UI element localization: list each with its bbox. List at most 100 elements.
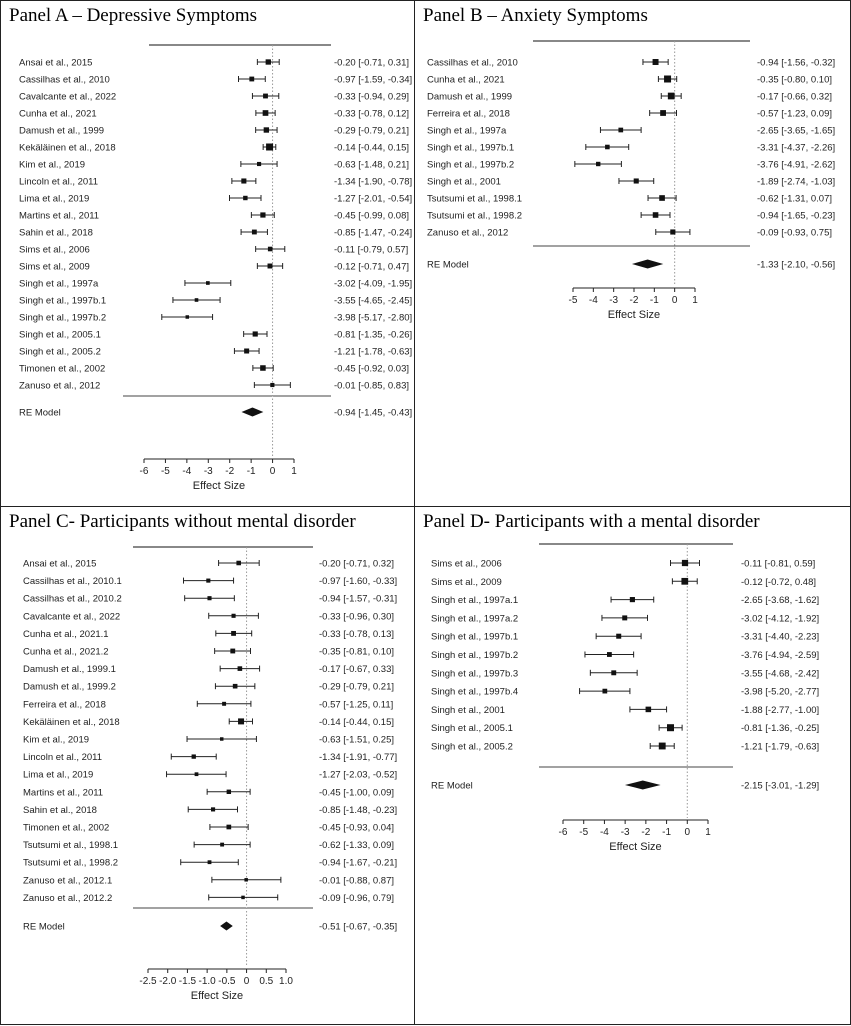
panel-a-point-estimate — [267, 246, 273, 252]
panel-c-study-label: Damush et al., 1999.2 — [23, 682, 116, 693]
panel-c-point-estimate — [230, 648, 236, 654]
panel-d-x-tick-label: -5 — [579, 827, 588, 838]
panel-c-ci-text: -0.97 [-1.60, -0.33] — [319, 576, 397, 587]
panel-c-point-estimate — [210, 807, 216, 812]
panel-c-study-label: Cassilhas et al., 2010.2 — [23, 594, 122, 605]
panel-a-x-axis: -6 -5 -4 -3 -2 -1 0 1 Effect Size — [140, 458, 297, 492]
panel-d-study-row: Singh et al., 1997a.1 -2.65 [-3.68, -1.62… — [431, 595, 819, 606]
panel-b-x-tick-label: 1 — [692, 295, 698, 306]
panel-a-point-estimate — [244, 348, 250, 354]
panel-a-ci-text: -0.45 [-0.92, 0.03] — [334, 364, 409, 375]
panel-c-forest-plot: Ansai et al., 2015 -0.20 [-0.71, 0.32] Cas… — [23, 546, 397, 1002]
panel-b-ci-text: -0.09 [-0.93, 0.75] — [757, 228, 832, 239]
panel-c-study-label: Martins et al., 2011 — [23, 787, 103, 798]
panel-c-study-label: Damush et al., 1999.1 — [23, 664, 116, 675]
panel-a-point-estimate — [260, 365, 266, 371]
panel-c-study-label: Ansai et al., 2015 — [23, 559, 96, 570]
panel-b-ci-text: -0.17 [-0.66, 0.32] — [757, 92, 832, 103]
panel-c-point-estimate — [226, 824, 232, 830]
panel-d-x-tick-label: -1 — [662, 827, 671, 838]
panel-b-study-label: Singh et al., 1997a — [427, 126, 507, 137]
panel-b-x-tick-label: -2 — [630, 295, 639, 306]
panel-a-study-label: Cunha et al., 2021 — [19, 109, 97, 120]
panel-d-x-tick-label: 0 — [685, 827, 691, 838]
panel-b-x-axis: -5 -4 -3 -2 -1 0 1 Effect Size — [569, 287, 698, 321]
panel-b-point-estimate — [660, 110, 666, 116]
panel-d-ci-text: -3.55 [-4.68, -2.42] — [741, 668, 819, 679]
panel-d-study-label: Singh et al., 2005.2 — [431, 742, 513, 753]
panel-a-ci-text: -3.02 [-4.09, -1.95] — [334, 279, 412, 290]
panel-c-point-estimate — [207, 596, 212, 601]
panel-a-study-label: Lima et al., 2019 — [19, 194, 89, 205]
panel-b-ci-text: -0.35 [-0.80, 0.10] — [757, 75, 832, 86]
panel-d-point-estimate — [629, 597, 635, 603]
panel-c-study-row: Sahin et al., 2018 -0.85 [-1.48, -0.23] — [23, 805, 397, 816]
panel-a-x-tick-label: -6 — [140, 466, 149, 477]
panel-b-point-estimate — [652, 59, 659, 65]
panel-a-study-label: Martins et al., 2011 — [19, 211, 99, 222]
panel-c-title: Panel C- Participants without mental dis… — [9, 511, 356, 532]
panel-c-study-row: Zanuso et al., 2012.2 -0.09 [-0.96, 0.79] — [23, 893, 394, 904]
panel-a-ci-text: -0.12 [-0.71, 0.47] — [334, 262, 409, 273]
panel-b-point-estimate — [664, 75, 672, 83]
panel-a-ci-text: -1.27 [-2.01, -0.54] — [334, 194, 412, 205]
panel-a-study-label: Sims et al., 2006 — [19, 245, 90, 256]
panel-b-study-label: Singh et al., 1997b.1 — [427, 143, 514, 154]
panel-c-study-row: Cunha et al., 2021.2 -0.35 [-0.81, 0.10] — [23, 647, 394, 658]
panel-c-study-row: Kekäläinen et al., 2018 -0.14 [-0.44, 0.1… — [23, 717, 394, 728]
panel-d-ci-text: -3.98 [-5.20, -2.77] — [741, 687, 819, 698]
panel-d-re-model-ci-text: -2.15 [-3.01, -1.29] — [741, 781, 819, 792]
panel-a-study-row: Damush et al., 1999 -0.29 [-0.79, 0.21] — [19, 126, 409, 137]
panel-b-study-label: Zanuso et al., 2012 — [427, 228, 508, 239]
panel-a-study-label: Sims et al., 2009 — [19, 262, 90, 273]
panel-a-point-estimate — [263, 93, 268, 99]
panel-c-study-row: Cassilhas et al., 2010.2 -0.94 [-1.57, -0… — [23, 594, 397, 605]
panel-c-study-row: Timonen et al., 2002 -0.45 [-0.93, 0.04] — [23, 823, 394, 834]
panel-c-study-row: Tsutsumi et al., 1998.2 -0.94 [-1.67, -0.… — [23, 858, 397, 869]
panel-d-study-label: Singh et al., 2005.1 — [431, 723, 513, 734]
panel-a-ci-text: -1.34 [-1.90, -0.78] — [334, 177, 412, 188]
panel-d-point-estimate — [616, 633, 622, 639]
panel-d-point-estimate — [611, 670, 617, 676]
panel-b-study-row: Tsutsumi et al., 1998.2 -0.94 [-1.65, -0.… — [427, 211, 835, 222]
panel-a-point-estimate — [267, 263, 273, 269]
panel-a-study-label: Singh et al., 2005.2 — [19, 347, 101, 358]
panel-b-ci-text: -0.57 [-1.23, 0.09] — [757, 109, 832, 120]
panel-c-study-label: Sahin et al., 2018 — [23, 805, 97, 816]
panel-b-re-model-row: RE Model -1.33 [-2.10, -0.56] — [427, 259, 835, 271]
panel-a-study-label: Cavalcante et al., 2022 — [19, 92, 116, 103]
panel-b-x-tick-label: -1 — [650, 295, 659, 306]
panel-c-study-label: Cassilhas et al., 2010.1 — [23, 576, 122, 587]
panel-b-x-tick-label: -3 — [609, 295, 618, 306]
panel-c-study-row: Martins et al., 2011 -0.45 [-1.00, 0.09] — [23, 787, 394, 798]
panel-a-ci-text: -3.55 [-4.65, -2.45] — [334, 296, 412, 307]
panel-d-x-tick-label: 1 — [705, 827, 711, 838]
panel-b-x-tick-label: 0 — [672, 295, 678, 306]
panel-a-point-estimate — [241, 178, 247, 184]
panel-c-study-row: Ferreira et al., 2018 -0.57 [-1.25, 0.11] — [23, 699, 393, 710]
panel-d-point-estimate — [606, 652, 612, 657]
panel-a-point-estimate — [243, 195, 248, 201]
panel-a-point-estimate — [252, 331, 258, 337]
panel-b-forest-plot: Cassilhas et al., 2010 -0.94 [-1.56, -0.3… — [427, 40, 835, 321]
panel-a-x-tick-label: 1 — [291, 466, 297, 477]
panel-a-study-label: Singh et al., 2005.1 — [19, 330, 101, 341]
panel-c-ci-text: -1.34 [-1.91, -0.77] — [319, 752, 397, 763]
panel-c-ci-text: -0.20 [-0.71, 0.32] — [319, 559, 394, 570]
panel-a-re-model-row: RE Model -0.94 [-1.45, -0.43] — [19, 407, 412, 419]
panel-a-study-row: Singh et al., 2005.2 -1.21 [-1.78, -0.63] — [19, 347, 412, 358]
panel-c-study-row: Ansai et al., 2015 -0.20 [-0.71, 0.32] — [23, 559, 394, 570]
panel-c-ci-text: -0.33 [-0.96, 0.30] — [319, 611, 394, 622]
panel-d-x-tick-label: -2 — [641, 827, 650, 838]
panel-d-point-estimate — [681, 577, 689, 585]
panel-a-study-label: Timonen et al., 2002 — [19, 364, 105, 375]
panel-a-point-estimate — [185, 315, 190, 319]
panel-a-study-row: Lima et al., 2019 -1.27 [-2.01, -0.54] — [19, 194, 412, 205]
panel-a-point-estimate — [194, 298, 199, 302]
panel-a-study-row: Singh et al., 1997b.2 -3.98 [-5.17, -2.80… — [19, 313, 412, 324]
panel-c-point-estimate — [232, 683, 238, 689]
panel-a-ci-text: -3.98 [-5.17, -2.80] — [334, 313, 412, 324]
panel-c-study-row: Cunha et al., 2021.1 -0.33 [-0.78, 0.13] — [23, 629, 394, 640]
panel-b-x-axis-label: Effect Size — [608, 309, 660, 321]
panel-c: Panel C- Participants without mental dis… — [0, 506, 415, 1025]
